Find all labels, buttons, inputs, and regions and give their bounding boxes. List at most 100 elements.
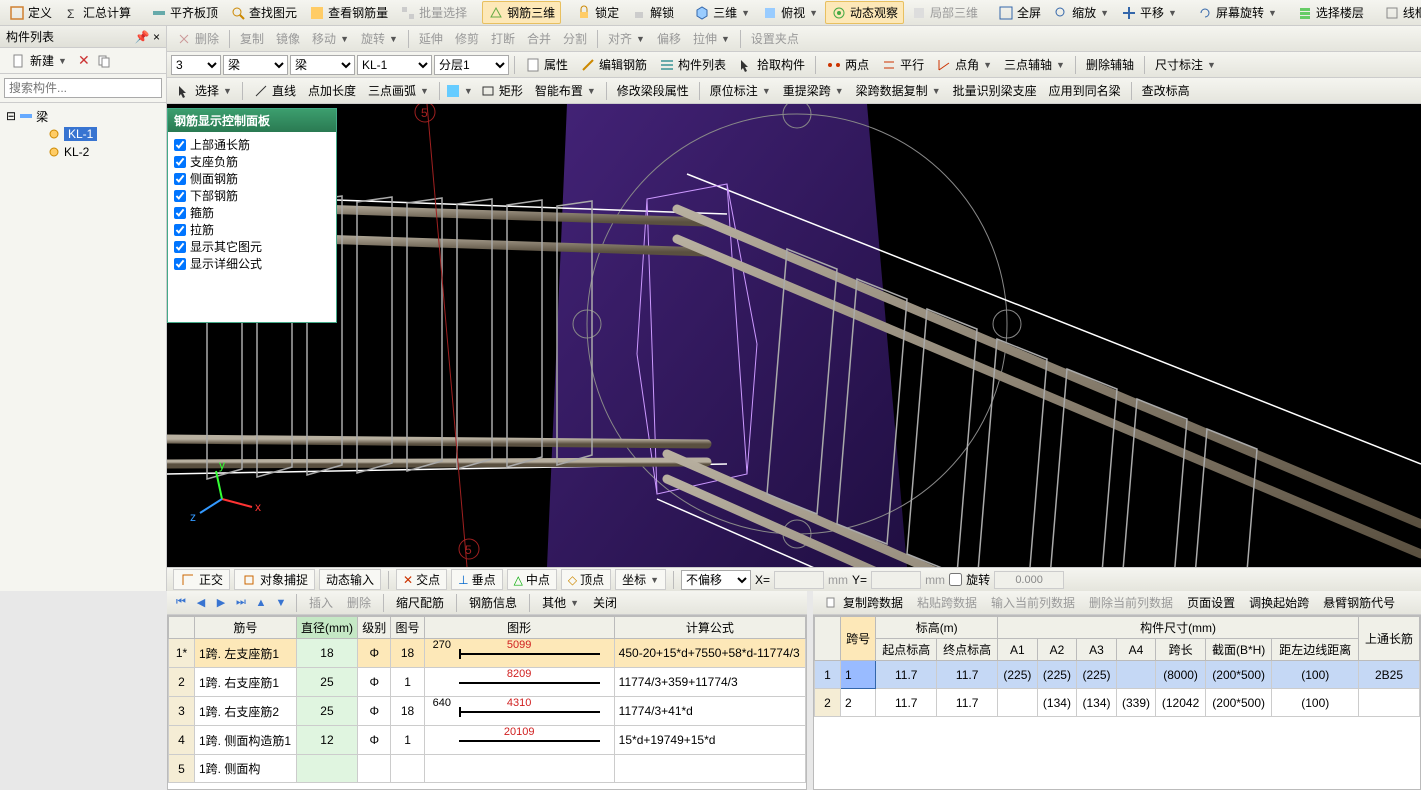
comp-list-button[interactable]: 构件列表 xyxy=(654,54,731,75)
rebar-display-option[interactable]: 箍筋 xyxy=(174,204,330,221)
adj-start-span-button[interactable]: 调换起始跨 xyxy=(1244,592,1314,613)
rebar-display-option[interactable]: 侧面钢筋 xyxy=(174,170,330,187)
nav-next-icon[interactable]: ▶ xyxy=(213,595,229,611)
table-row[interactable]: 41跨. 侧面构造筋112Φ12010915*d+19749+15*d xyxy=(169,726,806,755)
cell-dist-left[interactable]: (100) xyxy=(1272,661,1359,689)
overlook-button[interactable]: 俯视▼ xyxy=(757,2,823,23)
cell-num[interactable]: 1跨. 右支座筋1 xyxy=(195,668,297,697)
cell-a2[interactable]: (134) xyxy=(1037,689,1077,717)
unlock-button[interactable]: 解锁 xyxy=(626,2,679,23)
ortho-toggle[interactable]: 正交 xyxy=(173,569,230,590)
cell-a4[interactable]: (339) xyxy=(1116,689,1156,717)
cell-formula[interactable]: 11774/3+41*d xyxy=(614,697,805,726)
lock-button[interactable]: 锁定 xyxy=(571,2,624,23)
col-graphic[interactable]: 图形 xyxy=(424,617,614,639)
smart-layout-button[interactable]: 智能布置▼ xyxy=(530,80,601,101)
del-col-button[interactable]: 删除当前列数据 xyxy=(1084,592,1178,613)
cell-span[interactable]: 1 xyxy=(841,661,876,689)
cell-a3[interactable]: (134) xyxy=(1077,689,1117,717)
rect-button[interactable]: 矩形 xyxy=(475,80,528,101)
sel-floor-button[interactable]: 选择楼层 xyxy=(1292,2,1369,23)
cell-dia[interactable]: 25 xyxy=(296,697,357,726)
coord-button[interactable]: 坐标▼ xyxy=(615,569,666,590)
rebar-3d-button[interactable]: 钢筋三维 xyxy=(482,1,561,24)
cell-dia[interactable] xyxy=(296,755,357,783)
col-elev-group[interactable]: 标高(m) xyxy=(876,617,998,639)
copy-span-data-button[interactable]: 梁跨数据复制▼ xyxy=(851,80,946,101)
table-row[interactable]: 1111.711.7(225)(225)(225)(8000)(200*500)… xyxy=(815,661,1420,689)
other-button[interactable]: 其他▼ xyxy=(537,592,584,613)
float-panel-title[interactable]: 钢筋显示控制面板 xyxy=(168,109,336,132)
col-num[interactable]: 筋号 xyxy=(195,617,297,639)
copy-button[interactable]: 复制 xyxy=(235,28,269,49)
scale-rebar-button[interactable]: 缩尺配筋 xyxy=(391,592,449,613)
col-start-elev[interactable]: 起点标高 xyxy=(876,639,937,661)
move-button[interactable]: 移动▼ xyxy=(307,28,354,49)
rebar-display-option[interactable]: 显示详细公式 xyxy=(174,255,330,272)
two-pt-button[interactable]: 两点 xyxy=(821,54,874,75)
mirror-button[interactable]: 镜像 xyxy=(271,28,305,49)
pan-button[interactable]: 平移▼ xyxy=(1116,2,1182,23)
input-col-button[interactable]: 输入当前列数据 xyxy=(986,592,1080,613)
cell-a1[interactable] xyxy=(998,689,1038,717)
cell-fig[interactable]: 1 xyxy=(391,726,424,755)
cell-span-len[interactable]: (8000) xyxy=(1156,661,1206,689)
nav-last-icon[interactable]: ⏭ xyxy=(233,595,249,611)
cell-num[interactable]: 1跨. 左支座筋1 xyxy=(195,639,297,668)
table-row[interactable]: 51跨. 侧面构 xyxy=(169,755,806,783)
redef-span-button[interactable]: 重提梁跨▼ xyxy=(778,80,849,101)
parallel-button[interactable]: 平行 xyxy=(876,54,929,75)
col-span[interactable]: 跨号 xyxy=(841,617,876,661)
delete-icon[interactable]: ✕ xyxy=(78,52,90,69)
cell-dist-left[interactable]: (100) xyxy=(1272,689,1359,717)
color-swatch-icon[interactable] xyxy=(445,83,461,99)
cell-formula[interactable]: 11774/3+359+11774/3 xyxy=(614,668,805,697)
screen-rot-button[interactable]: 屏幕旋转▼ xyxy=(1192,2,1282,23)
trim-button[interactable]: 修剪 xyxy=(450,28,484,49)
col-a2[interactable]: A2 xyxy=(1037,639,1077,661)
break-button[interactable]: 打断 xyxy=(486,28,520,49)
close-icon[interactable]: × xyxy=(153,30,160,44)
table-row[interactable]: 31跨. 右支座筋225Φ18640431011774/3+41*d xyxy=(169,697,806,726)
cell-end-elev[interactable]: 11.7 xyxy=(937,661,998,689)
cell-start-elev[interactable]: 11.7 xyxy=(876,689,937,717)
mid-toggle[interactable]: △中点 xyxy=(507,569,557,590)
nav-up-icon[interactable]: ▲ xyxy=(253,595,269,611)
view-3d-button[interactable]: 三维▼ xyxy=(689,2,755,23)
cell-fig[interactable]: 18 xyxy=(391,697,424,726)
col-span-len[interactable]: 跨长 xyxy=(1156,639,1206,661)
copy-icon[interactable] xyxy=(96,53,112,69)
batch-id-support-button[interactable]: 批量识别梁支座 xyxy=(948,80,1042,101)
merge-button[interactable]: 合并 xyxy=(522,28,556,49)
apply-same-beam-button[interactable]: 应用到同名梁 xyxy=(1044,80,1126,101)
tree-item-kl2[interactable]: KL-2 xyxy=(2,143,164,161)
split-button[interactable]: 分割 xyxy=(558,28,592,49)
cant-rebar-code-button[interactable]: 悬臂钢筋代号 xyxy=(1318,592,1400,613)
cell-a4[interactable] xyxy=(1116,661,1156,689)
cell-grade[interactable]: Φ xyxy=(358,668,391,697)
check-elev-button[interactable]: 查改标高 xyxy=(1137,80,1195,101)
cell-span-len[interactable]: (12042 xyxy=(1156,689,1206,717)
cell-section[interactable]: (200*500) xyxy=(1205,689,1272,717)
cell-fig[interactable]: 18 xyxy=(391,639,424,668)
insert-button[interactable]: 插入 xyxy=(304,592,338,613)
cell-dia[interactable]: 25 xyxy=(296,668,357,697)
local-3d-button[interactable]: 局部三维 xyxy=(906,2,983,23)
pt-angle-button[interactable]: 点角▼ xyxy=(931,54,997,75)
subcategory-select[interactable]: 梁 xyxy=(290,55,355,75)
pin-icon[interactable]: 📌 xyxy=(135,30,150,44)
col-dia[interactable]: 直径(mm) xyxy=(296,617,357,639)
find-elem-button[interactable]: 查找图元 xyxy=(225,2,302,23)
rebar-info-button[interactable]: 钢筋信息 xyxy=(464,592,522,613)
line-button[interactable]: 直线 xyxy=(248,80,301,101)
dynamic-obs-button[interactable]: 动态观察 xyxy=(825,1,904,24)
col-a1[interactable]: A1 xyxy=(998,639,1038,661)
three-pt-arc-button[interactable]: 三点画弧▼ xyxy=(363,80,434,101)
delete-button[interactable]: 删除 xyxy=(342,592,376,613)
page-setup-button[interactable]: 页面设置 xyxy=(1182,592,1240,613)
full-screen-button[interactable]: 全屏 xyxy=(993,2,1046,23)
cell-graphic[interactable]: 6404310 xyxy=(424,697,614,726)
rotate-input[interactable] xyxy=(994,571,1064,589)
expand-icon[interactable]: ⊟ xyxy=(6,109,16,123)
delete-button[interactable]: 删除 xyxy=(171,28,224,49)
